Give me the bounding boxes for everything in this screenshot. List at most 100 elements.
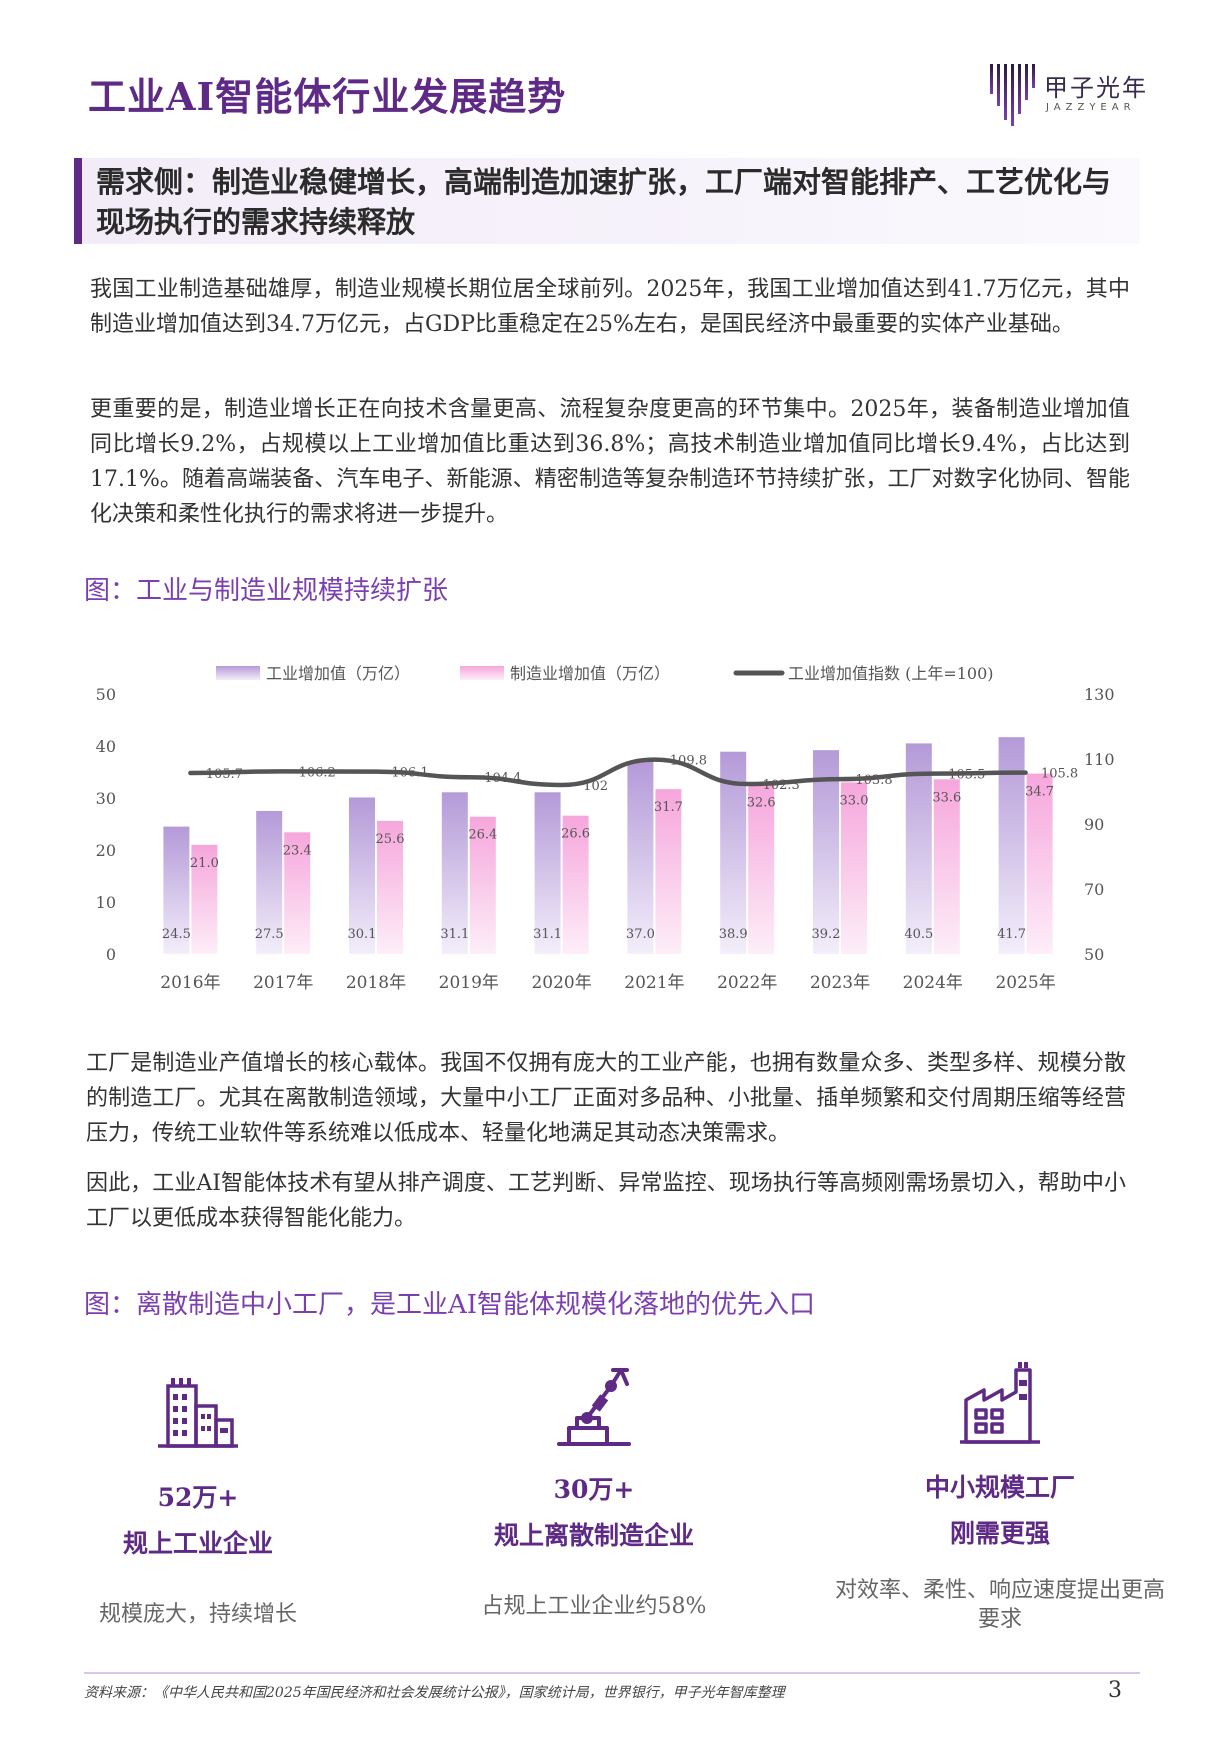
bar-label-manufacturing: 26.6 (561, 827, 590, 842)
logo-mark-icon (990, 64, 1035, 126)
bar-label-manufacturing: 26.4 (468, 828, 497, 843)
stat-desc-discrete: 占规上工业企业约58% (481, 1594, 707, 1619)
y-tick-label: 40 (96, 737, 116, 756)
bar-manufacturing (284, 832, 311, 954)
y2-tick-label: 130 (1084, 685, 1115, 704)
legend-swatch-industry (216, 666, 260, 680)
line-label-index: 102.3 (763, 778, 800, 793)
legend-label-manufacturing: 制造业增加值（万亿） (510, 664, 670, 683)
bar-label-manufacturing: 21.0 (190, 856, 219, 871)
page-number: 3 (1108, 1678, 1122, 1703)
stat-label-enterprises: 规上工业企业 (122, 1529, 273, 1558)
paragraph-1: 我国工业制造基础雄厚，制造业规模长期位居全球前列。2025年，我国工业增加值达到… (90, 277, 1130, 337)
bar-label-industry: 24.5 (162, 927, 191, 942)
bar-label-manufacturing: 23.4 (283, 843, 312, 858)
y-tick-label: 10 (96, 893, 116, 912)
bar-label-industry: 31.1 (533, 927, 562, 942)
stat-desc-enterprises: 规模庞大，持续增长 (98, 1602, 297, 1627)
bar-label-industry: 30.1 (348, 927, 377, 942)
logo: 甲子光年 JAZZYEAR (988, 60, 1148, 126)
legend-swatch-manufacturing (460, 666, 504, 680)
bar-manufacturing (655, 789, 682, 954)
y2-tick-label: 90 (1084, 815, 1104, 834)
bar-label-industry: 27.5 (255, 927, 284, 942)
line-label-index: 105.7 (206, 767, 243, 782)
line-label-index: 105.5 (948, 768, 985, 783)
logo-subtitle: JAZZYEAR (1046, 102, 1136, 113)
bar-industry (813, 750, 839, 954)
bar-industry (534, 792, 561, 954)
x-tick-label: 2020年 (531, 973, 591, 993)
x-tick-label: 2023年 (810, 973, 870, 993)
bar-industry (256, 811, 283, 954)
figure2-title: 图：离散制造中小工厂，是工业AI智能体规模化落地的优先入口 (84, 1290, 816, 1320)
bar-label-industry: 40.5 (904, 927, 933, 942)
section-accent-bar (74, 158, 82, 244)
figure1-title: 图：工业与制造业规模持续扩张 (84, 576, 449, 606)
paragraph-4: 因此，工业AI智能体技术有望从排产调度、工艺判断、异常监控、现场执行等高频刚需场… (86, 1171, 1126, 1231)
section-heading-box: 需求侧：制造业稳健增长，高端制造加速扩张，工厂端对智能排产、工艺优化与现场执行的… (74, 158, 1140, 244)
line-label-index: 104.4 (484, 771, 521, 786)
bar-industry (441, 792, 468, 954)
paragraph-3: 工厂是制造业产值增长的核心载体。我国不仅拥有庞大的工业产能，也拥有数量众多、类型… (86, 1051, 1126, 1146)
bar-industry (163, 826, 190, 954)
robot-arm-icon (557, 1368, 631, 1446)
stat-label-factories: 刚需更强 (949, 1519, 1050, 1548)
line-label-index: 103.8 (855, 773, 892, 788)
bar-industry (627, 761, 654, 954)
stat-card-enterprises: 52万+ 规上工业企业 规模庞大，持续增长 (28, 1376, 368, 1629)
bar-label-industry: 38.9 (719, 927, 748, 942)
bar-label-manufacturing: 33.6 (932, 790, 961, 805)
y2-tick-label: 110 (1084, 750, 1115, 769)
y2-tick-label: 70 (1084, 880, 1104, 899)
bar-industry (998, 737, 1025, 954)
bar-manufacturing (841, 782, 867, 954)
stat-value-discrete: 30万+ (553, 1475, 635, 1504)
bar-manufacturing (377, 820, 403, 954)
line-label-index: 105.8 (1041, 767, 1078, 782)
x-tick-label: 2022年 (717, 973, 777, 993)
x-tick-label: 2024年 (903, 973, 963, 993)
bar-industry (905, 743, 932, 954)
legend-label-industry: 工业增加值（万亿） (266, 664, 410, 683)
stat-card-factories: 中小规模工厂 刚需更强 对效率、柔性、响应速度提出更高要求 (830, 1360, 1170, 1634)
y2-tick-label: 50 (1084, 945, 1104, 964)
bar-label-manufacturing: 25.6 (376, 832, 405, 847)
logo-name: 甲子光年 (1044, 74, 1148, 102)
bar-manufacturing (933, 779, 960, 954)
line-label-index: 102 (583, 779, 608, 794)
factory-icon (960, 1362, 1040, 1444)
bar-label-industry: 37.0 (626, 927, 655, 942)
x-tick-label: 2018年 (346, 973, 406, 993)
stat-value-enterprises: 52万+ (157, 1483, 239, 1512)
bar-manufacturing (1026, 773, 1053, 954)
bar-label-industry: 39.2 (812, 927, 841, 942)
line-label-index: 106.2 (299, 765, 336, 780)
x-tick-label: 2016年 (160, 973, 220, 993)
bar-label-manufacturing: 34.7 (1025, 785, 1054, 800)
bar-line-chart: 工业增加值（万亿） 制造业增加值（万亿） 工业增加值指数 (上年=100) 0 10 20… (96, 664, 1115, 993)
y-tick-label: 50 (96, 685, 116, 704)
bar-label-industry: 31.1 (440, 927, 469, 942)
y-tick-label: 0 (106, 945, 116, 964)
footer-divider (84, 1672, 1140, 1674)
bar-manufacturing (191, 844, 218, 954)
bar-label-manufacturing: 32.6 (747, 795, 776, 810)
bar-manufacturing (748, 784, 775, 954)
bar-manufacturing (469, 816, 496, 954)
page-title: 工业AI智能体行业发展趋势 (88, 74, 567, 119)
x-tick-label: 2021年 (624, 973, 684, 993)
legend-label-index: 工业增加值指数 (上年=100) (788, 664, 994, 683)
y-tick-label: 20 (96, 841, 116, 860)
buildings-icon (158, 1378, 238, 1448)
x-tick-label: 2017年 (253, 973, 313, 993)
line-index (188, 757, 1028, 788)
bar-industry (349, 797, 375, 954)
bar-label-manufacturing: 31.7 (654, 800, 683, 815)
stat-desc-factories: 对效率、柔性、响应速度提出更高要求 (834, 1578, 1165, 1632)
x-tick-label: 2025年 (995, 973, 1055, 993)
stat-label-discrete: 规上离散制造企业 (493, 1521, 694, 1550)
paragraph-2: 更重要的是，制造业增长正在向技术含量更高、流程复杂度更高的环节集中。2025年，… (90, 397, 1130, 527)
bar-label-industry: 41.7 (997, 927, 1026, 942)
y-tick-label: 30 (96, 789, 116, 808)
